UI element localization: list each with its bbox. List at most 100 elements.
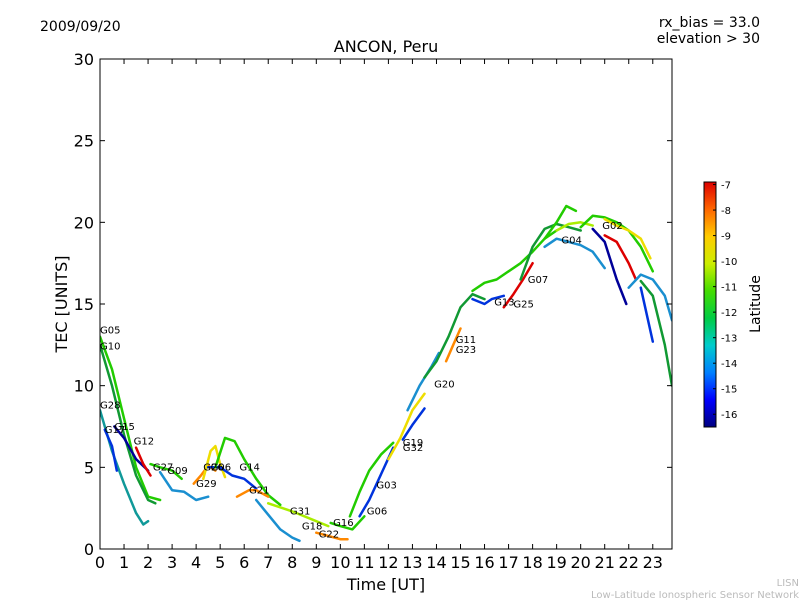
sat-label-g06: G06	[211, 463, 231, 474]
sat-label-g22: G22	[319, 530, 339, 541]
footer-lisn: LISN	[777, 578, 799, 589]
series-G16	[329, 515, 366, 531]
sat-label-g14: G14	[239, 463, 259, 474]
x-tick-label: 2	[143, 553, 153, 572]
sat-label-g17: G17	[105, 425, 125, 436]
sat-label-g05: G05	[100, 325, 120, 336]
sat-label-g18: G18	[302, 521, 322, 532]
date-label: 2009/09/20	[40, 19, 121, 35]
x-tick-label: 21	[595, 553, 615, 572]
x-tick-label: 18	[522, 553, 542, 572]
x-axis-label: Time [UT]	[346, 575, 425, 594]
x-tick-label: 13	[402, 553, 422, 572]
series-G02	[579, 214, 655, 273]
sat-label-g31: G31	[290, 507, 310, 518]
colorbar-tick-label: -15	[721, 385, 737, 396]
x-tick-label: 7	[263, 553, 273, 572]
sat-label-g27: G27	[153, 463, 173, 474]
sat-label-g15: G15	[114, 422, 134, 433]
x-tick-label: 20	[570, 553, 590, 572]
y-tick-label: 15	[74, 295, 94, 314]
series-G07	[471, 229, 558, 293]
sat-label-g03: G03	[376, 481, 396, 492]
colorbar-tick-label: -9	[721, 232, 731, 243]
footer-network: Low-Latitude Ionospheric Sensor Network	[591, 590, 799, 600]
y-tick-label: 20	[74, 213, 94, 232]
axes-group: 0 1 2 3 4 5 6 7 8 9 10 11 12 13 14 15 16 17 18 19 20 21 22 2305…	[74, 50, 672, 572]
series-G05	[100, 335, 162, 502]
series-G04	[519, 222, 582, 281]
series-G30c	[639, 286, 655, 343]
sat-label-g16: G16	[333, 518, 353, 529]
x-tick-label: 8	[287, 553, 297, 572]
sat-label-g07: G07	[528, 275, 548, 286]
x-tick-label: 4	[191, 553, 201, 572]
x-tick-label: 17	[498, 553, 518, 572]
series-G32	[387, 392, 426, 461]
rx-bias-label: rx_bias = 33.0	[659, 15, 760, 31]
sat-label-g25: G25	[513, 299, 533, 310]
colorbar-tick-label: -11	[721, 283, 737, 294]
y-tick-label: 30	[74, 50, 94, 69]
series-G23	[444, 327, 462, 363]
x-tick-label: 0	[95, 553, 105, 572]
sat-label-g23: G23	[456, 345, 476, 356]
series-G04b	[543, 237, 606, 270]
series-G02d	[591, 227, 628, 306]
series-G30b	[639, 279, 672, 387]
sat-label-g11: G11	[456, 335, 476, 346]
colorbar-tick-label: -7	[721, 181, 731, 192]
x-tick-label: 11	[354, 553, 374, 572]
colorbar-ticks: -7 -8 -9 -10 -11 -12 -13 -14 -15 -16	[713, 181, 737, 421]
x-tick-label: 12	[378, 553, 398, 572]
colorbar	[703, 181, 717, 428]
colorbar-tick-label: -8	[721, 206, 731, 217]
sat-label-g21: G21	[249, 486, 269, 497]
sat-label-g20: G20	[434, 379, 454, 390]
colorbar-tick-label: -13	[721, 334, 737, 345]
x-tick-label: 15	[450, 553, 470, 572]
sat-label-g26: G26	[203, 463, 223, 474]
y-tick-label: 10	[74, 377, 94, 396]
sat-label-g19: G19	[403, 438, 423, 449]
sat-label-g04: G04	[561, 236, 581, 247]
x-tick-label: 9	[311, 553, 321, 572]
series-G17	[103, 428, 119, 472]
series-G21	[235, 488, 270, 498]
series-G04c	[543, 204, 578, 240]
x-tick-label: 22	[619, 553, 639, 572]
chart-title: ANCON, Peru	[334, 37, 438, 56]
colorbar-label: Latitude	[748, 275, 764, 333]
sat-label-g13: G13	[494, 298, 514, 309]
series-G11	[423, 292, 486, 379]
x-tick-label: 23	[643, 553, 663, 572]
x-tick-label: 3	[167, 553, 177, 572]
sat-label-g06: G06	[367, 507, 387, 518]
elevation-label: elevation > 30	[657, 31, 760, 47]
sat-label-g10: G10	[100, 342, 120, 353]
x-tick-label: 1	[119, 553, 129, 572]
x-tick-label: 16	[474, 553, 494, 572]
series-G27	[149, 462, 183, 481]
series-group	[100, 204, 672, 543]
series-G31	[266, 502, 330, 528]
colorbar-tick-label: -14	[721, 359, 737, 370]
sat-label-g28: G28	[100, 401, 120, 412]
series-G10	[100, 343, 157, 505]
sat-label-g29: G29	[196, 479, 216, 490]
series-G02b	[603, 217, 652, 260]
sat-label-g02: G02	[602, 221, 622, 232]
sat-label-g32: G32	[403, 443, 423, 454]
colorbar-tick-label: -10	[721, 257, 737, 268]
x-tick-label: 14	[426, 553, 446, 572]
series-G30	[627, 273, 672, 322]
series-G15	[113, 425, 150, 472]
series-G09	[158, 470, 210, 502]
series-G13	[471, 294, 506, 306]
colorbar-tick-label: -16	[721, 410, 737, 421]
x-tick-label: 6	[239, 553, 249, 572]
y-tick-label: 0	[84, 540, 94, 559]
y-tick-label: 25	[74, 132, 94, 151]
